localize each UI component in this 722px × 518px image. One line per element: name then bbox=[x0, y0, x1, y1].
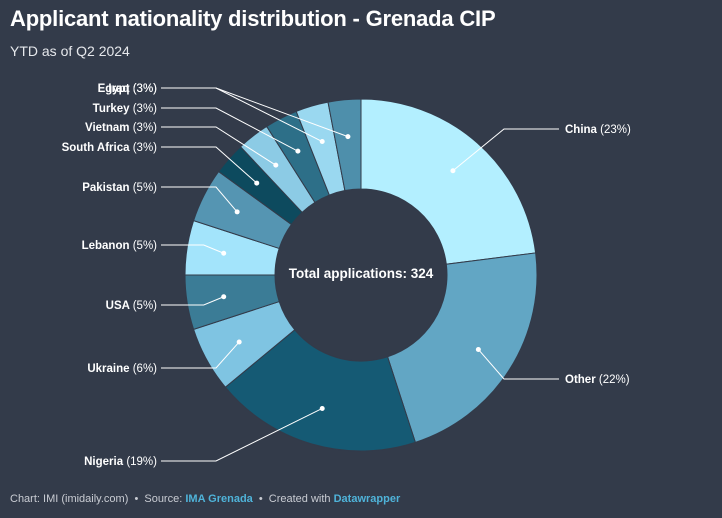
source-label: Source: bbox=[144, 493, 183, 505]
chart-title: Applicant nationality distribution - Gre… bbox=[10, 6, 496, 31]
slice-label-lebanon: Lebanon (5%) bbox=[82, 240, 158, 252]
footer-separator: • bbox=[134, 493, 139, 505]
chart-credit: Chart: IMI (imidaily.com) bbox=[10, 493, 129, 505]
leader-line-ukraine bbox=[161, 341, 240, 369]
slice-label-south-africa: South Africa (3%) bbox=[62, 142, 158, 154]
slice-label-vietnam: Vietnam (3%) bbox=[85, 122, 157, 134]
donut-slices bbox=[184, 98, 538, 452]
slice-label-ukraine: Ukraine (6%) bbox=[87, 363, 157, 375]
slice-other bbox=[386, 252, 538, 444]
chart-subtitle: YTD as of Q2 2024 bbox=[10, 43, 130, 59]
slice-nigeria bbox=[224, 329, 417, 452]
slice-label-egypt: Egypt (3%) bbox=[98, 83, 158, 95]
leader-line-egypt bbox=[161, 87, 349, 138]
slice-label-other: Other (22%) bbox=[565, 374, 630, 386]
leader-line-lebanon bbox=[161, 244, 224, 254]
source-link[interactable]: IMA Grenada bbox=[185, 493, 253, 505]
center-total-label: Total applications: 324 bbox=[289, 266, 434, 281]
slice-label-pakistan: Pakistan (5%) bbox=[82, 182, 157, 194]
leader-line-turkey bbox=[161, 107, 299, 152]
chart-footer: Chart: IMI (imidaily.com) • Source: IMA … bbox=[10, 493, 400, 505]
slice-label-china: China (23%) bbox=[565, 124, 631, 136]
slice-label-usa: USA (5%) bbox=[106, 300, 158, 312]
leader-line-other bbox=[477, 349, 559, 380]
leader-lines bbox=[161, 87, 559, 462]
slice-label-turkey: Turkey (3%) bbox=[93, 103, 158, 115]
leader-line-pakistan bbox=[161, 186, 238, 213]
slice-egypt bbox=[327, 98, 362, 192]
slice-labels: China (23%) Other (22%) Nigeria (19%) Ukrai… bbox=[62, 83, 631, 468]
datawrapper-link[interactable]: Datawrapper bbox=[333, 493, 401, 505]
leader-line-china bbox=[452, 128, 559, 172]
slice-label-nigeria: Nigeria (19%) bbox=[84, 456, 157, 468]
leader-line-usa bbox=[161, 296, 224, 306]
leader-line-nigeria bbox=[161, 408, 323, 462]
slice-china bbox=[360, 98, 537, 265]
leader-line-vietnam bbox=[161, 126, 277, 166]
slice-label-iraq: Iraq (3%) bbox=[108, 83, 157, 95]
leader-line-south-africa bbox=[161, 146, 258, 184]
footer-separator-2: • bbox=[258, 493, 263, 505]
created-with-label: Created with bbox=[268, 493, 331, 505]
